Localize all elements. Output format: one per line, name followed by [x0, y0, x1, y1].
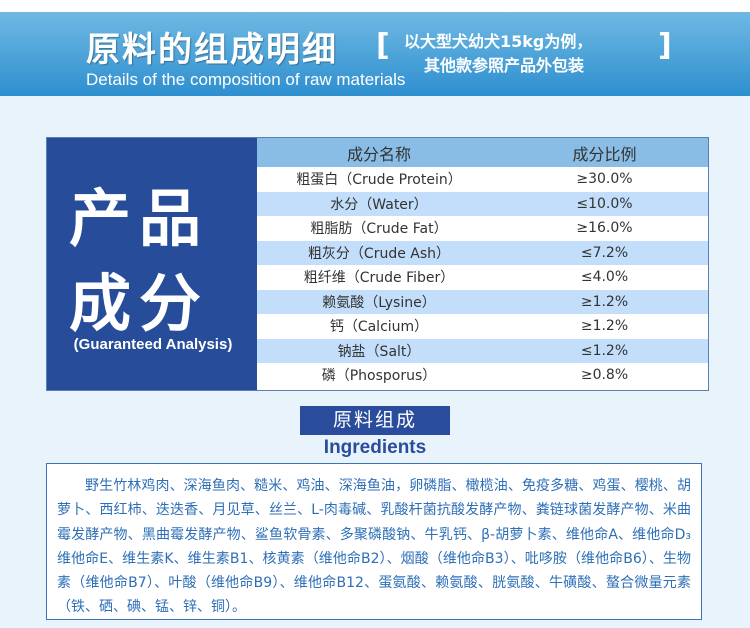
note-line-2: 其他款参照产品外包装	[424, 56, 585, 75]
analysis-table: 成分名称 成分比例 粗蛋白（Crude Protein） ≥30.0% 水分（W…	[257, 138, 708, 388]
header: 原料的组成明细 Details of the composition of ra…	[0, 0, 750, 96]
column-header-name: 成分名称	[346, 144, 411, 164]
row-value: ≤10.0%	[576, 195, 633, 212]
table-header-row: 成分名称 成分比例	[257, 138, 708, 167]
row-value: ≤7.2%	[580, 244, 629, 261]
row-value: ≤1.2%	[580, 342, 629, 359]
analysis-big-title-line2: 成分	[69, 267, 210, 340]
row-name: 磷（Phosporus）	[321, 368, 437, 385]
page-subtitle: Details of the composition of raw materi…	[86, 70, 406, 89]
row-name: 粗纤维（Crude Fiber）	[303, 270, 455, 287]
table-row: 粗灰分（Crude Ash） ≤7.2%	[257, 240, 708, 265]
row-value: ≥1.2%	[580, 318, 629, 335]
row-name: 水分（Water）	[330, 196, 428, 213]
table-row: 磷（Phosporus） ≥0.8%	[257, 363, 708, 388]
table-row: 钙（Calcium） ≥1.2%	[257, 314, 708, 339]
row-value: ≥1.2%	[580, 293, 629, 310]
row-value: ≥30.0%	[576, 171, 633, 188]
ingredients-box: 野生竹林鸡肉、深海鱼肉、糙米、鸡油、深海鱼油，卵磷脂、橄榄油、免疫多糖、鸡蛋、樱…	[46, 463, 702, 620]
row-name: 钠盐（Salt）	[337, 343, 421, 360]
table-row: 粗脂肪（Crude Fat） ≥16.0%	[257, 216, 708, 241]
analysis-label-en: (Guaranteed Analysis)	[73, 336, 233, 353]
row-value: ≤4.0%	[580, 269, 629, 286]
ingredients-title: 原料组成	[300, 406, 450, 435]
table-row: 粗蛋白（Crude Protein） ≥30.0%	[257, 167, 708, 192]
analysis-label-block: 产品 成分 (Guaranteed Analysis)	[47, 138, 257, 390]
note-bracket-right: ]	[658, 28, 672, 63]
row-name: 粗蛋白（Crude Protein）	[296, 172, 462, 189]
note-line-1: 以大型犬幼犬15kg为例，	[404, 32, 593, 51]
row-value: ≥0.8%	[580, 367, 629, 384]
analysis-big-title-line1: 产品	[69, 182, 210, 255]
row-name: 钙（Calcium）	[329, 319, 429, 336]
page-title: 原料的组成明细	[86, 30, 338, 70]
column-header-ratio: 成分比例	[572, 144, 637, 164]
table-row: 钠盐（Salt） ≤1.2%	[257, 338, 708, 363]
row-name: 粗灰分（Crude Ash）	[307, 245, 451, 262]
table-row: 水分（Water） ≤10.0%	[257, 191, 708, 216]
header-band	[0, 12, 750, 96]
ingredients-text: 野生竹林鸡肉、深海鱼肉、糙米、鸡油、深海鱼油，卵磷脂、橄榄油、免疫多糖、鸡蛋、樱…	[57, 478, 691, 616]
table-row: 粗纤维（Crude Fiber） ≤4.0%	[257, 265, 708, 290]
note-bracket-left: [	[376, 28, 390, 63]
guaranteed-analysis-panel: 产品 成分 (Guaranteed Analysis) 成分名称 成分比例 粗蛋…	[46, 137, 709, 391]
ingredients-subtitle: Ingredients	[323, 437, 427, 458]
row-name: 粗脂肪（Crude Fat）	[310, 221, 448, 238]
row-name: 赖氨酸（Lysine）	[322, 294, 436, 311]
row-value: ≥16.0%	[576, 220, 633, 237]
table-row: 赖氨酸（Lysine） ≥1.2%	[257, 289, 708, 314]
